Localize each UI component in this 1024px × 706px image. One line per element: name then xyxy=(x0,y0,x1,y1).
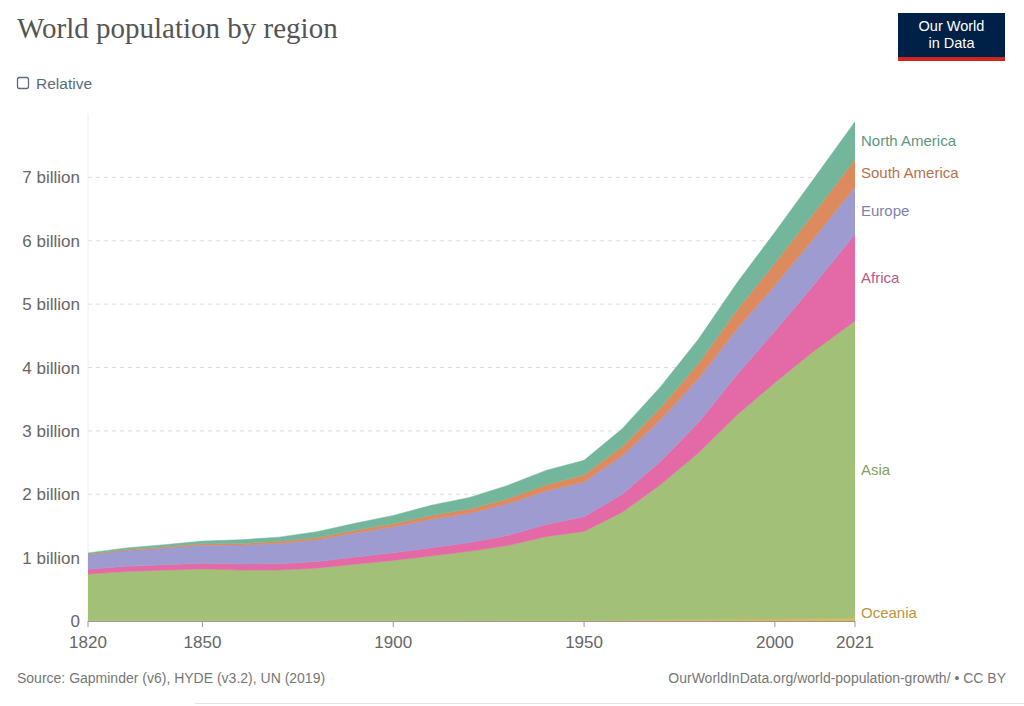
logo: Our Worldin Data xyxy=(898,13,1005,61)
x-tick xyxy=(584,621,585,627)
legend-label: South America xyxy=(861,164,959,181)
x-tick-label: 2021 xyxy=(836,633,874,652)
areas xyxy=(88,122,855,621)
legend: Oceania Asia Africa Europe South America Nort… xyxy=(861,132,959,621)
x-tick-label: 1850 xyxy=(184,633,222,652)
x-axis-line xyxy=(88,621,855,622)
legend-label: Asia xyxy=(861,461,891,478)
area xyxy=(88,122,855,554)
y-tick-label: 6 billion xyxy=(22,232,80,251)
y-tick-label: 5 billion xyxy=(22,295,80,314)
y-tick-label: 2 billion xyxy=(22,485,80,504)
grid-line xyxy=(88,177,855,178)
logo-text: Our World xyxy=(919,18,985,34)
x-tick xyxy=(774,621,775,627)
grid-line xyxy=(88,240,855,241)
logo-text: in Data xyxy=(929,35,976,51)
y-tick-label: 3 billion xyxy=(22,422,80,441)
x-tick xyxy=(855,621,856,627)
source: Source: Gapminder (v6), HYDE (v3.2), UN … xyxy=(17,670,325,686)
logo-bar xyxy=(898,57,1005,61)
legend-label: Europe xyxy=(861,202,909,219)
x-tick-label: 2000 xyxy=(756,633,794,652)
y-tick-label: 0 xyxy=(71,612,80,631)
y-tick-label: 4 billion xyxy=(22,359,80,378)
chart-root: World population by region Relative Our Wo… xyxy=(0,0,1024,706)
x-tick-label: 1950 xyxy=(565,633,603,652)
toggle-box[interactable] xyxy=(18,78,29,89)
url-note: OurWorldInData.org/world-population-grow… xyxy=(668,670,1006,686)
title: World population by region xyxy=(17,12,338,44)
y-axis-line xyxy=(88,114,89,621)
footer-rule xyxy=(195,703,1024,704)
x-tick xyxy=(202,621,203,627)
legend-label: North America xyxy=(861,132,957,149)
legend-label: Africa xyxy=(861,269,900,286)
y-tick-label: 7 billion xyxy=(22,168,80,187)
area xyxy=(88,159,855,555)
x-tick-label: 1820 xyxy=(69,633,107,652)
legend-label: Oceania xyxy=(861,604,918,621)
y-tick-label: 1 billion xyxy=(22,549,80,568)
x-tick xyxy=(88,621,89,627)
logo-box xyxy=(898,13,1005,61)
chart-svg: World population by region Relative Our Wo… xyxy=(0,0,1024,706)
x-tick xyxy=(393,621,394,627)
toggle-label[interactable]: Relative xyxy=(36,75,92,92)
x-tick-label: 1900 xyxy=(374,633,412,652)
